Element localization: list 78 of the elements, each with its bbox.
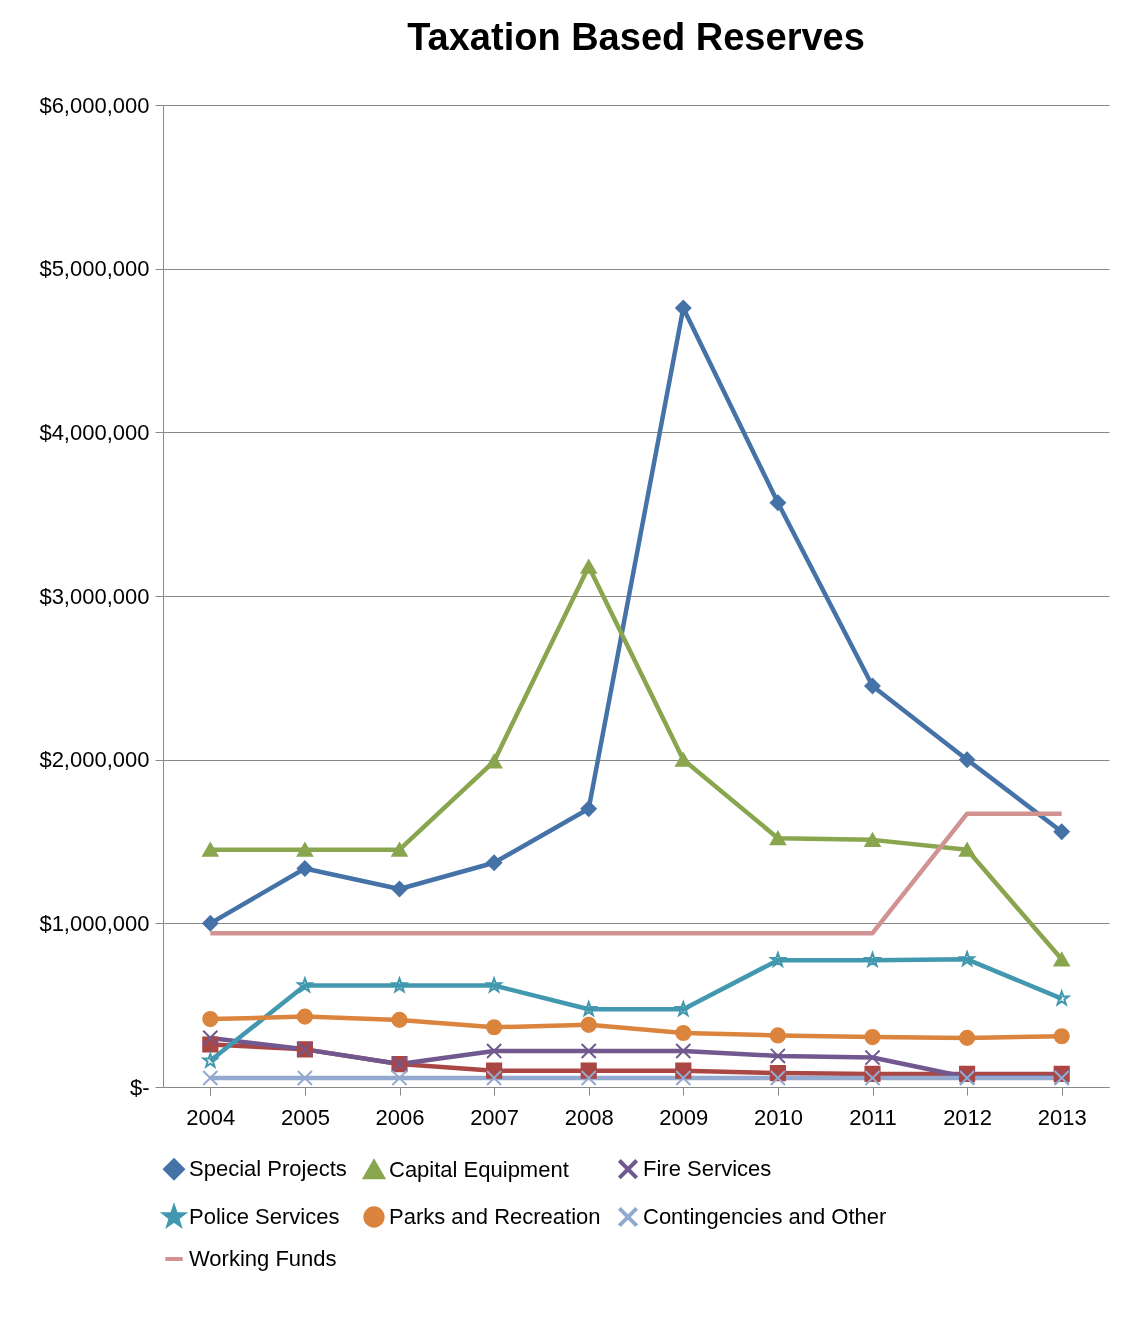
point (297, 977, 313, 993)
legend-label: Parks and Recreation (389, 1204, 601, 1229)
point (296, 842, 313, 857)
x-tick-label: 2008 (564, 1104, 614, 1130)
point (391, 842, 408, 857)
legend-label: Special Projects (189, 1156, 347, 1182)
point (296, 1069, 313, 1087)
point (391, 977, 408, 993)
point (1053, 952, 1070, 967)
point (675, 1024, 692, 1042)
point (391, 1069, 408, 1087)
y-tick-label: $2,000,000 (39, 747, 150, 773)
x-tick-label: 2011 (849, 1104, 897, 1130)
legend-label: Fire Services (643, 1156, 772, 1182)
point (864, 952, 881, 967)
y-tick-label: $4,000,000 (39, 419, 150, 445)
point (580, 1016, 597, 1033)
y-tick-label: $3,000,000 (39, 583, 150, 609)
point (580, 559, 597, 574)
chart-title: Taxation Based Reserves (407, 16, 865, 58)
legend-label: Working Funds (189, 1246, 337, 1271)
point (486, 854, 503, 871)
point (769, 494, 786, 511)
point (675, 752, 692, 767)
point (202, 842, 219, 857)
point (675, 1042, 692, 1060)
point (391, 1011, 408, 1028)
point (1053, 823, 1070, 840)
point (864, 832, 881, 847)
point (864, 1069, 881, 1087)
y-tick-label: $1,000,000 (39, 910, 150, 936)
legend-label: Contingencies and Other (643, 1204, 887, 1229)
point (769, 1047, 786, 1064)
point (391, 880, 408, 898)
x-tick-label: 2013 (1037, 1104, 1087, 1130)
y-tick-label: $- (129, 1074, 150, 1100)
x-tick-label: 2010 (753, 1104, 803, 1130)
point (864, 1049, 881, 1066)
legend-label: Capital Equipment (389, 1156, 569, 1182)
point (959, 951, 975, 967)
legend-label: Police Services (189, 1204, 340, 1229)
point (486, 1042, 503, 1060)
x-tick-label: 2007 (470, 1104, 520, 1130)
point (580, 800, 597, 817)
x-tick-label: 2012 (943, 1104, 993, 1130)
point (769, 1027, 786, 1044)
point (296, 860, 313, 877)
point (770, 952, 786, 967)
point (486, 977, 502, 993)
point (959, 842, 976, 857)
point (580, 1042, 597, 1060)
point (769, 831, 786, 846)
y-tick-label: $6,000,000 (39, 92, 150, 118)
point (202, 1011, 219, 1028)
x-tick-label: 2005 (280, 1104, 330, 1130)
point (864, 677, 881, 695)
point (959, 1029, 976, 1046)
point (202, 1029, 219, 1046)
point (1053, 1028, 1070, 1045)
point (675, 299, 692, 317)
point (675, 1069, 692, 1087)
x-tick-label: 2006 (375, 1104, 425, 1130)
x-tick-label: 2004 (186, 1104, 236, 1130)
point (864, 1029, 881, 1046)
point (202, 915, 219, 932)
point (673, 999, 692, 1018)
point (580, 999, 599, 1018)
point (959, 751, 976, 768)
point (486, 1019, 503, 1036)
x-tick-label: 2009 (659, 1104, 709, 1130)
point (769, 1069, 786, 1087)
point (486, 1069, 503, 1087)
point (486, 754, 503, 769)
point (1053, 988, 1072, 1007)
point (296, 1008, 313, 1025)
point (580, 1069, 597, 1087)
y-tick-label: $5,000,000 (39, 256, 150, 282)
point (202, 1069, 219, 1087)
